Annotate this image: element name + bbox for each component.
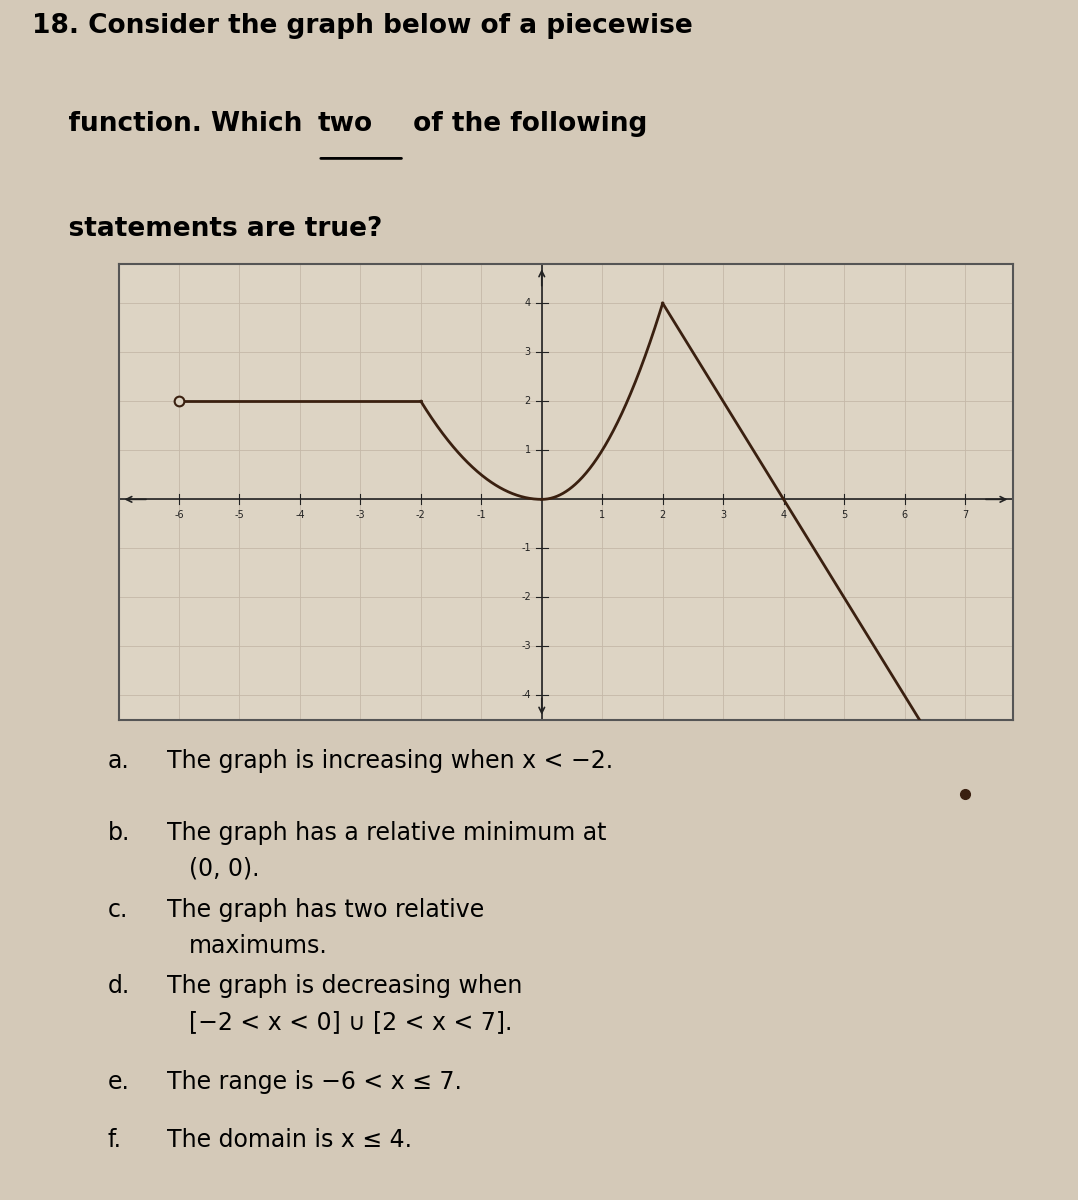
Text: (0, 0).: (0, 0).: [189, 857, 259, 881]
Text: -4: -4: [295, 510, 305, 520]
Text: 1: 1: [525, 445, 530, 455]
Text: -2: -2: [416, 510, 426, 520]
Text: 1: 1: [599, 510, 605, 520]
Text: d.: d.: [108, 974, 130, 998]
Text: The graph is increasing when x < −2.: The graph is increasing when x < −2.: [167, 749, 613, 773]
Text: 5: 5: [841, 510, 847, 520]
Text: a.: a.: [108, 749, 129, 773]
Text: e.: e.: [108, 1070, 129, 1094]
Text: 18. Consider the graph below of a piecewise: 18. Consider the graph below of a piecew…: [32, 13, 693, 40]
Text: The graph has two relative: The graph has two relative: [167, 898, 484, 922]
Text: f.: f.: [108, 1128, 122, 1152]
Text: The graph is decreasing when: The graph is decreasing when: [167, 974, 523, 998]
Text: 2: 2: [660, 510, 666, 520]
Text: of the following: of the following: [404, 110, 648, 137]
Text: 3: 3: [720, 510, 727, 520]
Text: [−2 < x < 0] ∪ [2 < x < 7].: [−2 < x < 0] ∪ [2 < x < 7].: [189, 1010, 512, 1034]
Text: -4: -4: [522, 690, 530, 701]
Text: c.: c.: [108, 898, 128, 922]
Text: -2: -2: [521, 593, 530, 602]
Text: maximums.: maximums.: [189, 934, 328, 958]
Text: The range is −6 < x ≤ 7.: The range is −6 < x ≤ 7.: [167, 1070, 462, 1094]
Text: 4: 4: [780, 510, 787, 520]
Text: 3: 3: [525, 347, 530, 358]
Text: The graph has a relative minimum at: The graph has a relative minimum at: [167, 821, 607, 845]
Text: -3: -3: [522, 642, 530, 652]
Text: function. Which: function. Which: [32, 110, 312, 137]
Text: b.: b.: [108, 821, 130, 845]
Text: -5: -5: [235, 510, 245, 520]
Text: 4: 4: [525, 299, 530, 308]
Text: -1: -1: [476, 510, 486, 520]
Text: statements are true?: statements are true?: [32, 216, 383, 242]
Text: 6: 6: [901, 510, 908, 520]
Text: -1: -1: [522, 544, 530, 553]
Text: 2: 2: [525, 396, 530, 407]
Text: The domain is x ≤ 4.: The domain is x ≤ 4.: [167, 1128, 412, 1152]
Text: -6: -6: [175, 510, 184, 520]
Text: 7: 7: [962, 510, 968, 520]
Text: -3: -3: [356, 510, 365, 520]
Text: two: two: [318, 110, 373, 137]
